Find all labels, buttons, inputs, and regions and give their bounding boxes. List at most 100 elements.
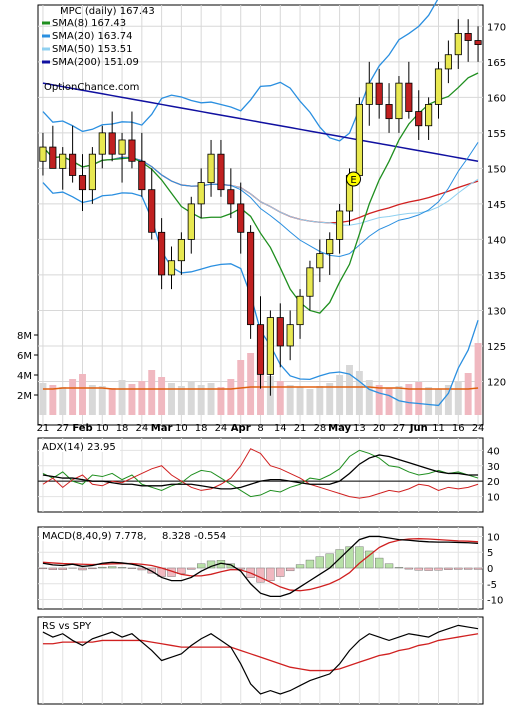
macd-histogram-bar [38,567,48,570]
volume-bar [454,381,462,415]
x-tick-label: 21 [294,423,307,434]
volume-bar [355,371,363,415]
price-tick-label: 155 [487,129,506,140]
x-tick-label: 27 [56,423,69,434]
sma8-line [42,72,479,314]
macd-histogram-bar [266,567,275,581]
volume-bar [464,373,472,415]
volume-bar [375,385,383,415]
candle-body [197,182,205,205]
macd-histogram-bar [78,567,87,571]
macd-histogram-bar [117,567,127,569]
volume-bar [49,385,57,415]
macd-panel-tick-label: 5 [487,548,493,559]
volume-bar [197,385,205,415]
candle-body [118,139,126,155]
x-tick-label: Apr [231,423,251,434]
candle-body [128,139,136,162]
candle-body [227,189,235,205]
volume-bar [415,382,423,415]
candle-body [88,153,96,191]
macd-label-bg [40,529,230,541]
candle-body [187,203,195,240]
volume-bar [474,343,482,415]
macd-histogram-bar [375,557,384,569]
volume-tick-label: 4M [17,371,32,382]
earnings-marker-icon [346,171,361,187]
volume-bar [168,383,175,415]
macd-histogram-bar [473,567,483,570]
legend-label: SMA(8) 167.43 [52,18,126,29]
macd-histogram-bar [315,556,324,569]
di-plus-line [42,449,479,498]
price-tick-label: 160 [487,93,506,104]
x-tick-label: 24 [215,423,228,434]
rs-label-bg [40,619,102,631]
volume-bar [128,384,136,415]
macd-histogram-bar [295,564,305,569]
volume-bar [59,387,67,415]
candle-body [49,146,57,169]
volume-bar [177,386,185,415]
volume-bar [69,379,77,415]
volume-bar [316,386,324,415]
price-tick-label: 170 [487,22,506,33]
di-minus-line [42,448,479,499]
macd-histogram-bar [424,567,433,571]
candle-body [167,260,176,276]
candle-body [78,175,87,191]
candle-body [266,317,274,375]
macd-histogram-bar [454,567,463,570]
x-tick-label: 24 [472,423,485,434]
candle-body [177,239,185,262]
macd-histogram-bar [305,559,315,569]
candle-body [365,82,373,105]
macd-histogram-bar [187,567,196,570]
candle-body [434,68,443,105]
candle-body [425,104,433,127]
macd-histogram-bar [108,566,117,569]
x-tick-label: 27 [393,423,406,434]
macd-histogram-bar [197,563,206,569]
x-tick-label: 18 [116,423,129,434]
candle-body [158,231,166,276]
price-tick-label: 120 [487,377,506,388]
legend-label: SMA(200) 151.09 [52,57,139,68]
x-tick-label: 20 [373,423,386,434]
x-tick-label: 28 [313,423,326,434]
price-tick-label: 135 [487,271,506,282]
volume-bar [346,365,353,415]
volume-bar [425,387,433,415]
sma200-line [42,82,479,163]
x-tick-label: Mar [151,423,173,434]
macd-histogram-bar [464,567,473,570]
rs-label: RS vs SPY [42,621,92,632]
macd-histogram-bar [226,563,235,569]
candle-body [247,231,255,326]
adx-label: ADX(14) 23.95 [42,442,116,453]
bollinger-upper-line [42,0,439,142]
price-tick-label: 150 [487,164,506,175]
rs-average-line [42,633,479,672]
macd-line [42,535,479,598]
candle-body [217,153,225,191]
macd-histogram-bar [404,567,413,570]
x-tick-label: May [328,423,351,434]
price-tick-label: 145 [487,200,506,211]
volume-bar [39,383,47,415]
candle-body [69,153,77,176]
price-tick-label: 140 [487,235,506,246]
adx-panel-tick-label: 30 [487,462,500,473]
macd-histogram-bar [394,567,404,569]
volume-bar [98,386,106,415]
volume-bar [187,382,195,415]
candle-body [59,153,67,169]
candle-body [474,40,482,45]
x-tick-label: 21 [37,423,50,434]
x-tick-label: 13 [353,423,366,434]
earnings-marker-label: E [350,175,356,186]
volume-bar [247,353,255,415]
x-tick-label: Jun [409,423,428,434]
x-tick-label: 16 [452,423,465,434]
